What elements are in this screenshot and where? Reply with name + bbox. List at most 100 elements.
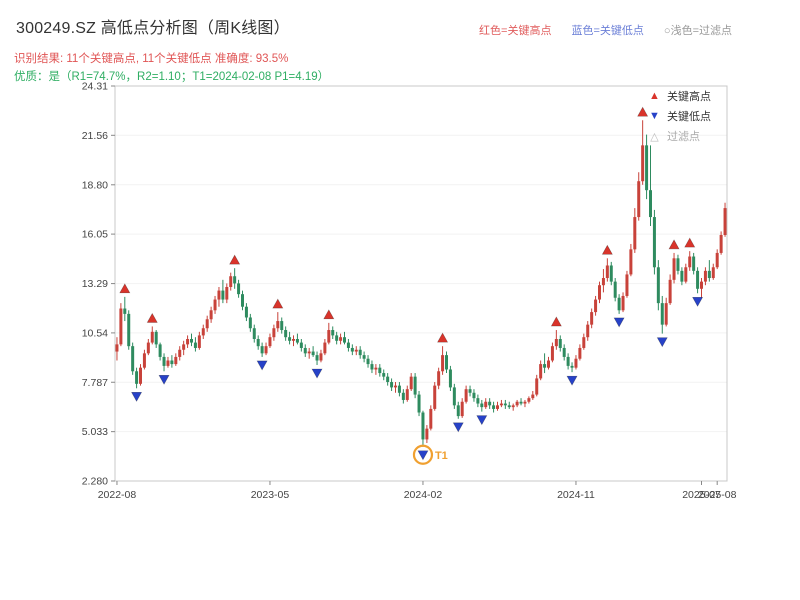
key-low-marker: [158, 374, 170, 385]
candle-up: [539, 364, 543, 379]
candle-down: [288, 337, 292, 341]
candle-up: [339, 337, 343, 341]
candle-up: [688, 256, 692, 268]
candle-down: [476, 398, 480, 404]
candle-up: [598, 285, 601, 300]
candle-down: [370, 364, 374, 370]
candle-up: [405, 389, 409, 400]
marker-legend-label: 过滤点: [667, 131, 700, 143]
marker-legend-key-high: ▲ 关键高点: [648, 88, 711, 104]
candle-down: [295, 338, 299, 343]
candle-up: [409, 376, 413, 390]
candle-up: [460, 401, 464, 417]
candle-down: [456, 405, 460, 417]
candle-up: [268, 337, 272, 347]
key-high-marker: [272, 298, 284, 309]
candle-down: [248, 317, 252, 329]
candle-up: [531, 394, 535, 399]
x-tick-label: 2025-07: [682, 489, 721, 501]
candle-down: [260, 346, 264, 354]
candle-down: [680, 270, 684, 282]
candle-up: [437, 371, 441, 386]
candle-up: [307, 351, 311, 354]
marker-legend-filtered: △ 过滤点: [648, 128, 711, 144]
candle-up: [429, 408, 433, 429]
candle-down: [645, 145, 649, 191]
key-low-marker: [311, 368, 323, 379]
candle-up: [186, 338, 190, 345]
candle-up: [139, 367, 142, 384]
candle-up: [703, 270, 707, 282]
candle-down: [448, 369, 452, 388]
key-high-marker: [684, 237, 696, 248]
candle-down: [162, 356, 166, 366]
x-tick-label: 2024-11: [557, 489, 595, 501]
candle-up: [586, 324, 590, 338]
candle-down: [413, 376, 417, 395]
candle-up: [142, 353, 146, 368]
page-title: 300249.SZ 高低点分析图（周K线图）: [16, 20, 290, 37]
key-high-marker: [146, 312, 158, 323]
x-tick-label: 2022-08: [98, 489, 137, 501]
candle-down: [656, 267, 660, 304]
candle-up: [327, 330, 331, 343]
key-low-marker: [256, 360, 268, 371]
candle-up: [166, 360, 170, 366]
key-low-marker: [131, 392, 143, 402]
candle-down: [158, 344, 162, 357]
candle-down: [244, 306, 248, 318]
candle-down: [284, 330, 288, 338]
candle-down: [346, 342, 350, 348]
filtered-triangle-icon: △: [650, 130, 659, 143]
candle-up: [146, 342, 150, 354]
candle-down: [135, 371, 139, 384]
quality-result-text: 优质：是（R1=74.7%，R2=1.10；T1=2024-02-08 P1=4…: [14, 71, 330, 83]
candle-up: [197, 335, 201, 348]
candle-up: [554, 338, 558, 347]
marker-legend-label: 关键低点: [667, 111, 711, 123]
candle-down: [335, 335, 339, 341]
candle-down: [350, 347, 354, 352]
x-tick-label: 2025-08: [698, 489, 737, 501]
candle-up: [527, 398, 531, 402]
candle-down: [299, 342, 303, 348]
t1-circle-marker: [412, 444, 434, 465]
candle-up: [496, 405, 499, 409]
candle-up: [484, 401, 488, 408]
candle-up: [115, 344, 119, 352]
candle-up: [174, 356, 178, 365]
candle-down: [652, 217, 656, 268]
candle-up: [441, 355, 445, 372]
candle-up: [547, 360, 550, 368]
y-tick-label: 7.787: [82, 377, 108, 389]
candle-down: [562, 347, 566, 357]
candle-up: [723, 208, 727, 235]
candle-up: [700, 281, 703, 289]
candle-down: [362, 355, 366, 359]
candle-down: [660, 303, 664, 325]
legend-blue-keylow: 蓝色=关键低点: [571, 25, 644, 37]
candle-down: [123, 308, 127, 314]
candle-up: [272, 328, 276, 338]
candle-down: [390, 382, 394, 388]
candle-up: [292, 338, 295, 341]
candle-up: [499, 403, 503, 406]
candle-up: [594, 299, 598, 313]
key-low-marker: [613, 317, 625, 328]
candle-down: [445, 355, 448, 370]
candle-up: [715, 252, 719, 268]
candle-up: [574, 358, 578, 368]
candle-down: [382, 373, 386, 377]
candle-down: [488, 401, 492, 406]
x-tick-label: 2024-02: [404, 489, 443, 501]
candle-up: [664, 303, 668, 325]
candle-down: [366, 358, 370, 365]
candle-down: [507, 405, 511, 408]
candle-down: [696, 270, 700, 289]
candle-down: [252, 328, 256, 339]
candle-down: [543, 364, 547, 368]
candle-down: [472, 392, 476, 399]
candle-up: [209, 310, 213, 320]
chart-marker-legend: ▲ 关键高点 ▼ 关键低点 △ 过滤点: [648, 88, 711, 144]
candle-up: [182, 344, 186, 350]
